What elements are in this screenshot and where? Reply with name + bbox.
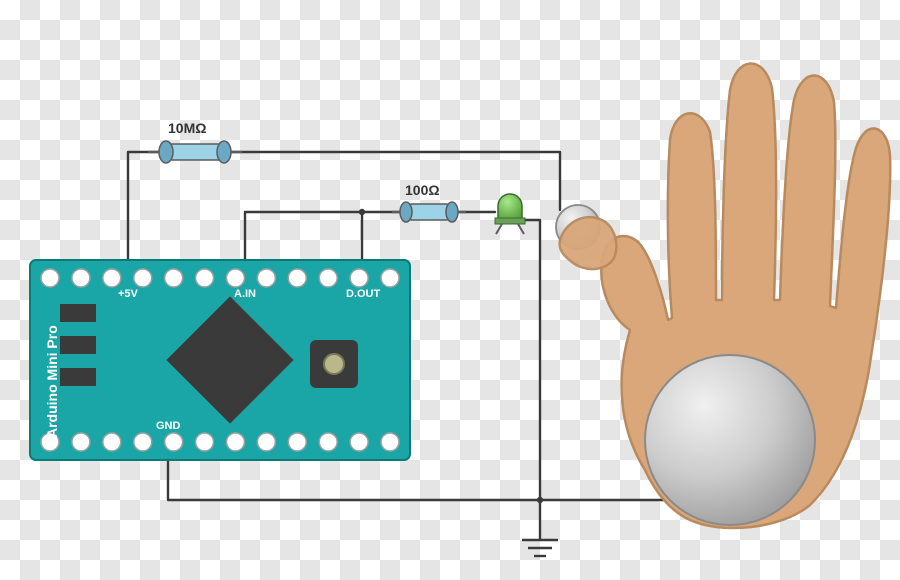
resistor-r1-label: 10MΩ [168, 120, 206, 136]
pin-5v-label: +5V [118, 288, 138, 300]
pin-dout-label: D.OUT [346, 288, 380, 300]
resistor-r1 [148, 141, 242, 163]
pin-gnd-label: GND [156, 420, 180, 432]
ground-symbol [522, 540, 558, 556]
resistor-r2-label: 100Ω [405, 182, 440, 198]
resistor-r2 [392, 202, 466, 222]
fingertip-overlay [560, 217, 617, 269]
pin-ain-label: A.IN [234, 288, 256, 300]
led [495, 194, 525, 234]
board-name-label: Arduino Mini Pro [44, 325, 60, 438]
